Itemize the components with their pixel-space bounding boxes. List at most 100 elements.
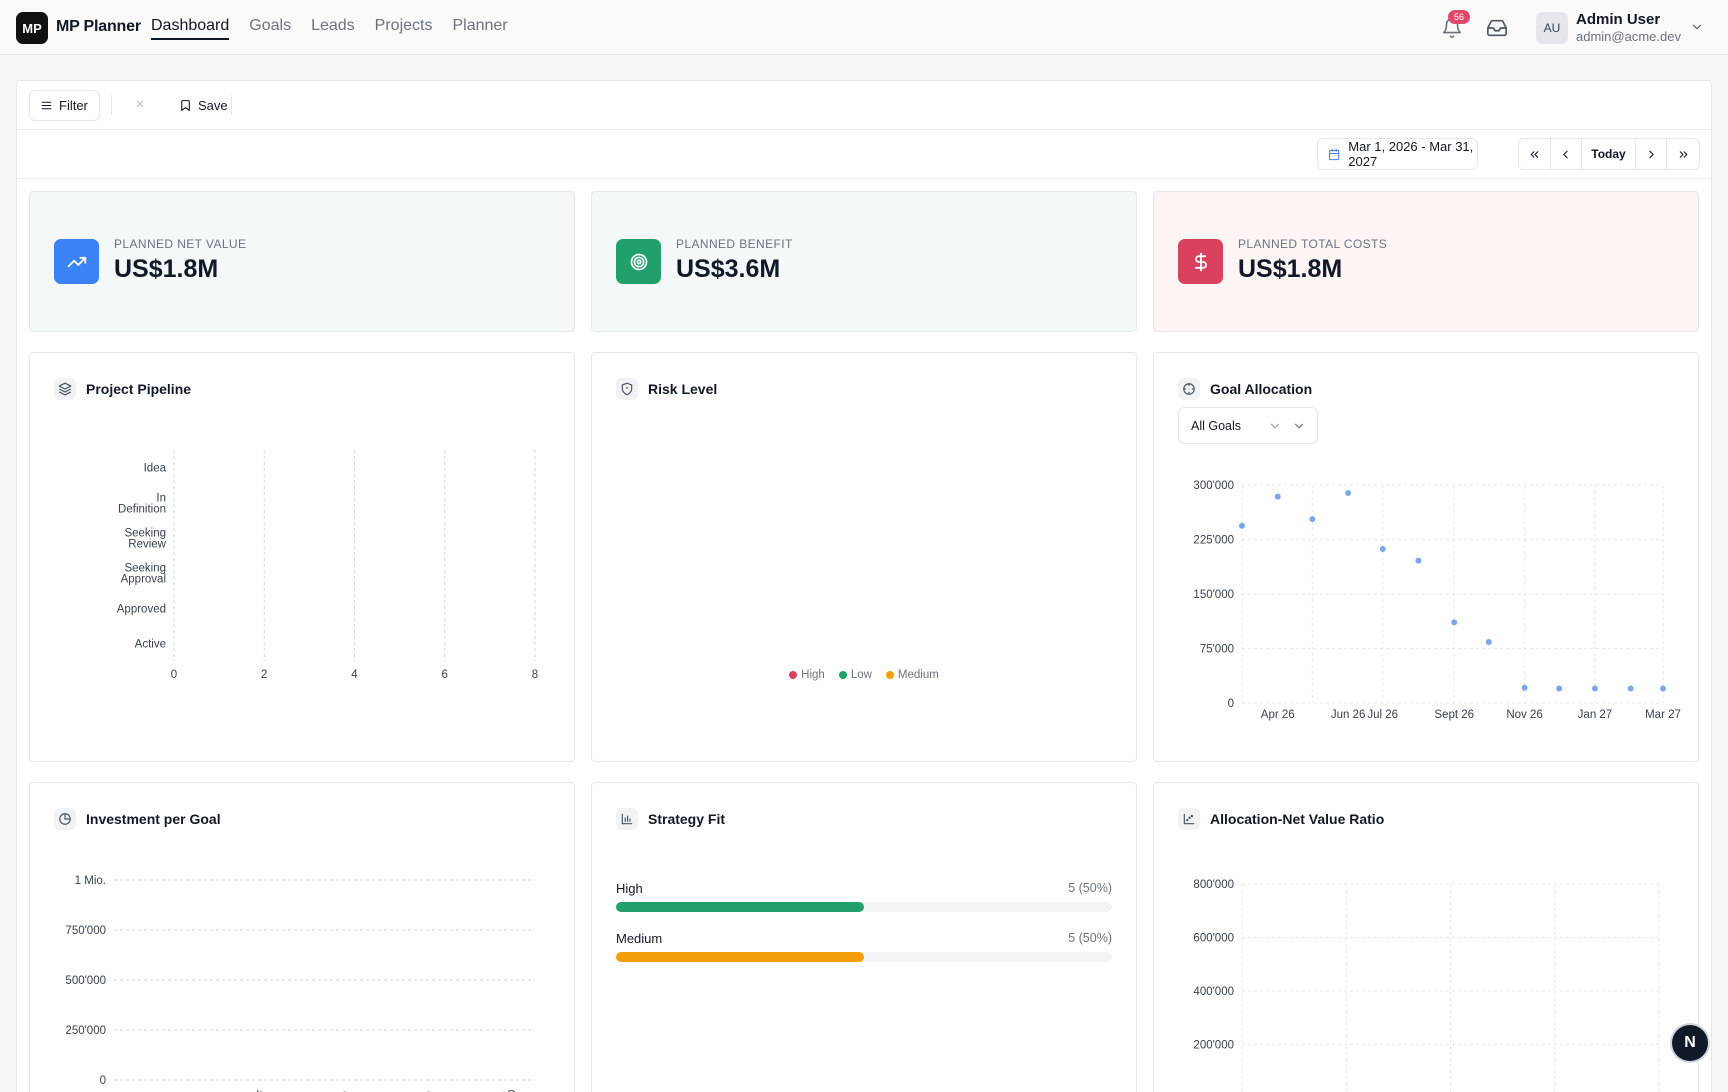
calendar-icon [1329,148,1340,160]
y-tick-label: 400'000 [1193,986,1234,998]
y-tick-label: 600'000 [1193,933,1234,945]
x-tick-label: 4 [351,669,358,681]
inbox-icon[interactable] [1486,17,1508,39]
kpi-card-net-value: Planned Net Value US$1.8M [29,191,575,332]
last-period-button[interactable] [1667,139,1699,169]
strategy-fit-row-high: High 5 (50%) [616,881,1112,912]
legend-label: High [801,669,825,681]
chevron-left-icon [1563,150,1569,158]
legend-label: Medium [897,669,939,681]
project-pipeline-card: Project Pipeline 0 2 4 6 8 Idea In Definition Se… [29,352,575,762]
category-label: Active [135,638,166,650]
today-button[interactable]: Today [1582,139,1636,169]
project-pipeline-chart: 0 2 4 6 8 Idea In Definition Seeking Review Seekin… [117,450,538,681]
target-icon [616,239,661,284]
user-email: admin@acme.dev [1576,29,1681,44]
crosshair-icon [1178,378,1200,400]
chevrons-right-icon [1679,150,1688,158]
trending-up-icon [54,239,99,284]
strategy-fit-track [616,902,1112,912]
strategy-fit-bar [616,952,864,962]
legend-item-high[interactable]: High [789,669,825,681]
scatter-point [1660,685,1666,692]
legend-dot [838,671,847,679]
chevron-down-icon[interactable] [1690,20,1704,34]
kpi-value: US$3.6M [676,255,781,283]
allocation-ratio-chart: 800'000 600'000 400'000 200'000 [1193,879,1660,1092]
goal-allocation-chart: 300'000 225'000 150'000 75'000 0 Apr 26 Jun 26… [1193,480,1681,721]
y-tick-label: 200'000 [1193,1040,1234,1052]
next-period-button[interactable] [1636,139,1668,169]
goal-allocation-card: Goal Allocation All Goals 300'000 225'000… [1153,352,1699,762]
kpi-value: US$1.8M [114,255,219,283]
scatter-chart-icon [1178,808,1200,830]
kpi-card-benefit: Planned Benefit US$3.6M [591,191,1137,332]
user-name[interactable]: Admin User [1576,11,1661,28]
nav-planner[interactable]: Planner [452,17,508,34]
strategy-fit-card: Strategy Fit High 5 (50%) Medium 5 (50%) [591,782,1137,1092]
x-tick-label: Market Reach [192,1088,265,1092]
y-tick-label: 250'000 [65,1025,106,1037]
category-label: In Definition [118,492,166,515]
strategy-fit-label: High [616,881,643,896]
scatter-point [1521,684,1528,691]
y-tick-label: 75'000 [1200,644,1234,656]
scatter-point [1556,685,1563,692]
strategy-fit-count: 5 (50%) [1068,881,1112,895]
nav-goals[interactable]: Goals [249,17,292,34]
main-nav: Dashboard Goals Leads Projects Planner [151,0,508,55]
filter-lines-icon [41,101,52,110]
avatar[interactable]: AU [1536,12,1568,44]
scatter-point [1239,522,1245,529]
app-logo[interactable]: MP [16,12,48,44]
card-header: Strategy Fit [616,808,725,830]
goal-filter-select[interactable]: All Goals [1178,407,1318,444]
strategy-fit-row-medium: Medium 5 (50%) [616,931,1112,962]
notification-badge: 56 [1448,10,1470,24]
category-label: Seeking Review [124,527,166,550]
nav-dashboard[interactable]: Dashboard [151,0,230,40]
date-pager: Today [1518,138,1700,170]
y-tick-label: 225'000 [1193,535,1234,547]
save-button[interactable]: Save [171,90,236,121]
filter-button[interactable]: Filter [29,90,100,121]
nav-leads[interactable]: Leads [311,17,355,34]
kpi-card-total-costs: Planned Total Costs US$1.8M [1153,191,1699,332]
investment-per-goal-chart: 1 Mio. 750'000 500'000 250'000 0Customer Exp… [65,875,535,1092]
card-header: Investment per Goal [54,808,221,830]
app-name[interactable]: MP Planner [56,18,141,35]
y-tick-label: 500'000 [65,975,106,987]
y-tick-label: 150'000 [1193,589,1234,601]
x-tick-label: 8 [532,669,538,681]
card-header: Project Pipeline [54,378,191,400]
layers-icon [54,378,76,400]
scatter-point [1274,493,1281,500]
dollar-icon [1178,239,1223,284]
filter-toolbar: Filter × Save [17,81,1711,130]
x-tick-label: Jun 26 [1331,709,1366,721]
legend-dot [789,671,798,679]
previous-period-button[interactable] [1551,139,1583,169]
clear-filter-button[interactable]: × [135,96,145,113]
scatter-point [1379,545,1386,552]
first-period-button[interactable] [1519,139,1551,169]
filter-button-label: Filter [59,98,88,113]
bookmark-icon [181,100,190,111]
risk-legend: High Low Medium [592,669,1136,681]
card-title: Investment per Goal [86,811,221,827]
y-tick-label: 1 Mio. [75,875,106,887]
date-range-picker[interactable]: Mar 1, 2026 - Mar 31, 2027 [1317,138,1478,170]
x-tick-label: 6 [442,669,448,681]
x-tick-label: Mar 27 [1645,709,1681,721]
strategy-fit-track [616,952,1112,962]
chevrons-left-icon [1530,150,1539,158]
legend-item-low[interactable]: Low [838,669,872,681]
assistant-button[interactable]: N [1672,1025,1708,1061]
legend-item-medium[interactable]: Medium [885,669,939,681]
nav-projects[interactable]: Projects [374,17,433,34]
kpi-value: US$1.8M [1238,255,1343,283]
toolbar-divider [231,95,232,115]
x-tick-label: Innovation & R&D [426,1088,518,1092]
card-title: Goal Allocation [1210,381,1313,397]
scatter-point [1309,516,1316,523]
